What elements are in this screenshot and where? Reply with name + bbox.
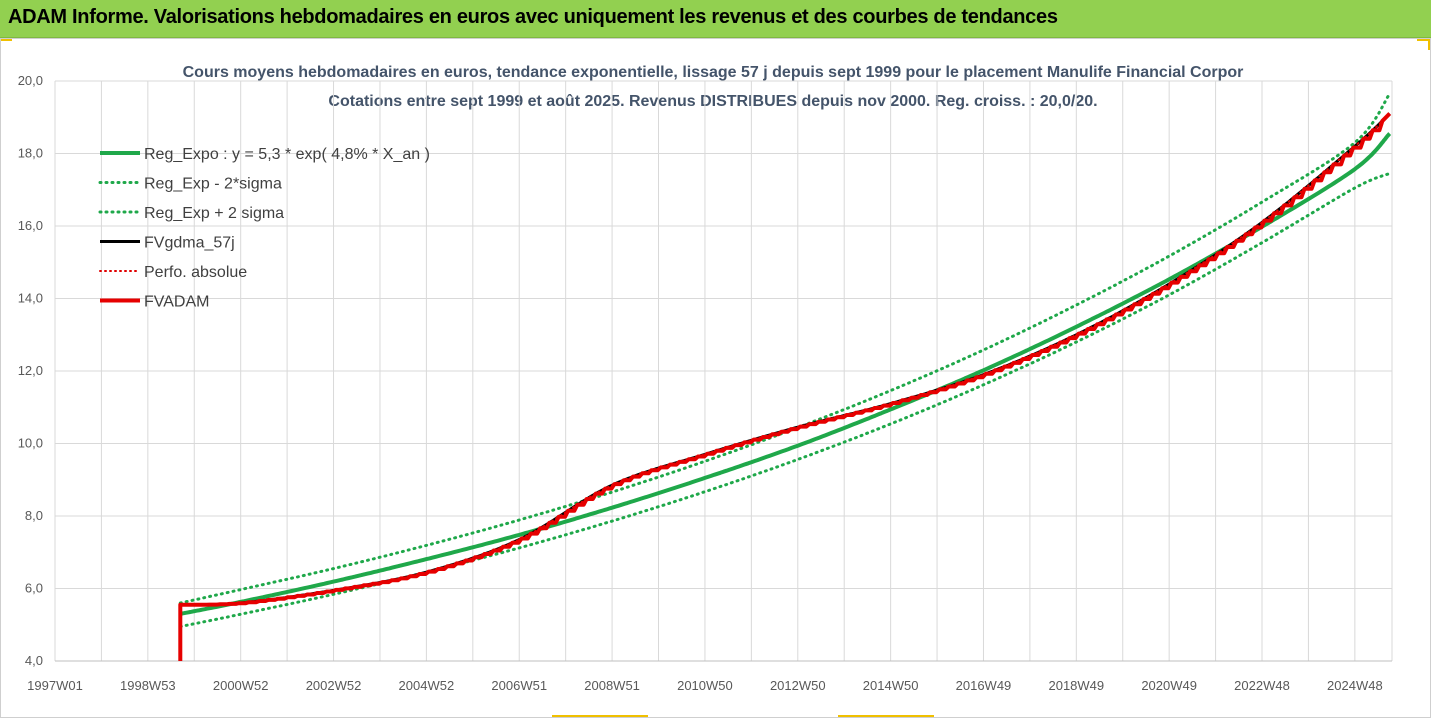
axis-layer: 4,0 6,0 8,0 10,0 12,0 14,0 16,0 18,0 20,0 1997W01… [18, 73, 1392, 693]
header-banner: ADAM Informe. Valorisations hebdomadaire… [0, 0, 1431, 38]
x-tick-label: 2022W48 [1234, 678, 1290, 693]
x-tick-label: 2002W52 [306, 678, 362, 693]
legend-label-2: Reg_Exp + 2 sigma [144, 205, 284, 222]
x-tick-label: 2006W51 [491, 678, 547, 693]
legend-label-4: Perfo. absolue [144, 264, 247, 281]
series-line-5 [178, 112, 1392, 661]
legend-label-1: Reg_Exp - 2*sigma [144, 176, 282, 193]
series-line-2 [178, 92, 1392, 605]
y-tick-label: 18,0 [18, 146, 43, 161]
x-tick-label: 2016W49 [956, 678, 1012, 693]
x-tick-label: 2010W50 [677, 678, 733, 693]
x-tick-label: 2000W52 [213, 678, 269, 693]
x-tick-label: 2004W52 [399, 678, 455, 693]
series-line-0 [179, 132, 1392, 616]
series-line-4 [179, 112, 1391, 606]
corner-mark-bottom-2 [838, 715, 934, 718]
y-tick-label: 10,0 [18, 436, 43, 451]
chart-title-line-1: Cours moyens hebdomadaires en euros, ten… [183, 64, 1244, 81]
y-tick-label: 12,0 [18, 363, 43, 378]
y-tick-label: 6,0 [25, 581, 43, 596]
y-tick-label: 8,0 [25, 508, 43, 523]
corner-mark-top-left [0, 38, 12, 41]
x-tick-label: 2024W48 [1327, 678, 1383, 693]
x-tick-label: 1997W01 [27, 678, 83, 693]
y-tick-label: 16,0 [18, 218, 43, 233]
series-line-1 [178, 171, 1392, 629]
x-tick-label: 2020W49 [1141, 678, 1197, 693]
series-line-3 [179, 112, 1391, 607]
legend-label-3: FVgdma_57j [144, 235, 235, 252]
legend-label-0: Reg_Expo : y = 5,3 * exp( 4,8% * X_an ) [144, 146, 430, 163]
corner-mark-right-side [1428, 38, 1431, 50]
x-tick-label: 1998W53 [120, 678, 176, 693]
series-layer [178, 92, 1392, 661]
x-tick-label: 2012W50 [770, 678, 826, 693]
grid-layer [54, 80, 1393, 662]
y-tick-label: 4,0 [25, 653, 43, 668]
legend-label-5: FVADAM [144, 294, 209, 311]
y-tick-label: 14,0 [18, 291, 43, 306]
page-title: ADAM Informe. Valorisations hebdomadaire… [8, 6, 1058, 28]
x-tick-label: 2008W51 [584, 678, 640, 693]
legend: Reg_Expo : y = 5,3 * exp( 4,8% * X_an ) R… [98, 146, 430, 311]
corner-mark-top-right [1417, 38, 1431, 41]
x-tick-label: 2018W49 [1048, 678, 1104, 693]
chart-title-line-2: Cotations entre sept 1999 et août 2025. … [328, 93, 1097, 110]
y-tick-label: 20,0 [18, 73, 43, 88]
x-tick-label: 2014W50 [863, 678, 919, 693]
corner-mark-bottom-1 [552, 715, 648, 718]
